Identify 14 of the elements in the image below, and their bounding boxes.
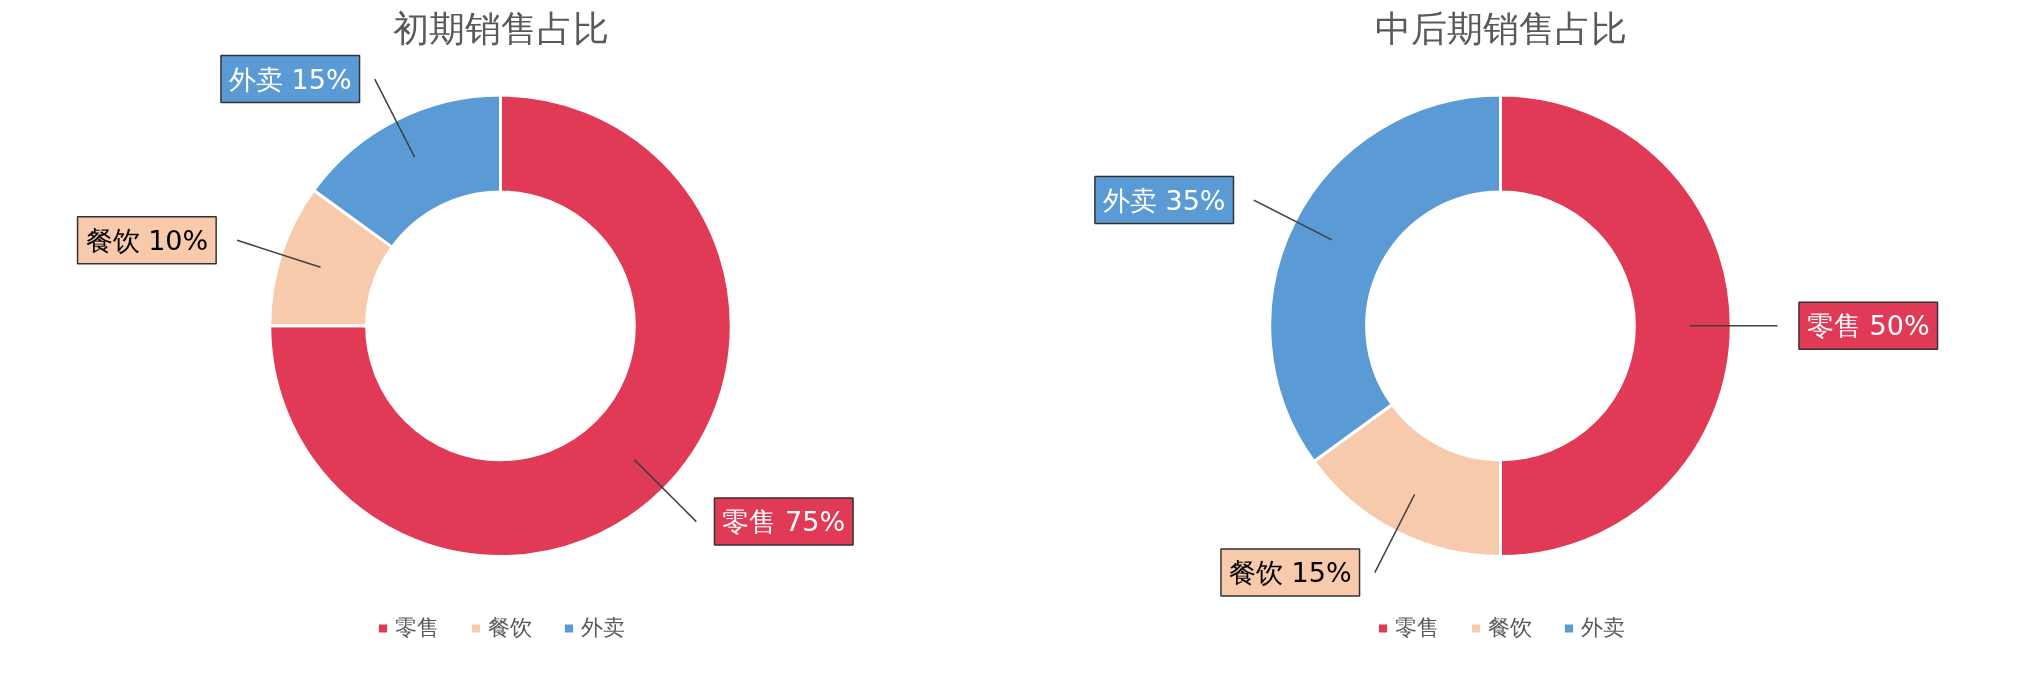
legend-label: 零售 xyxy=(394,614,439,642)
legend-label: 餐饮 xyxy=(487,614,532,642)
legend-label: 外卖 xyxy=(580,614,625,642)
legend-label: 外卖 xyxy=(1580,614,1625,642)
data-label: 餐饮 10% xyxy=(85,224,209,256)
chart-title: 初期销售占比 xyxy=(392,7,609,49)
data-label: 零售 50% xyxy=(1806,310,1930,342)
chart-title: 中后期销售占比 xyxy=(1374,7,1627,49)
legend-label: 零售 xyxy=(1394,614,1439,642)
data-label: 外卖 35% xyxy=(1102,184,1226,216)
legend-label: 餐饮 xyxy=(1487,614,1532,642)
data-label: 零售 75% xyxy=(722,506,846,538)
data-label: 外卖 15% xyxy=(228,63,352,95)
data-label: 餐饮 15% xyxy=(1228,557,1352,589)
